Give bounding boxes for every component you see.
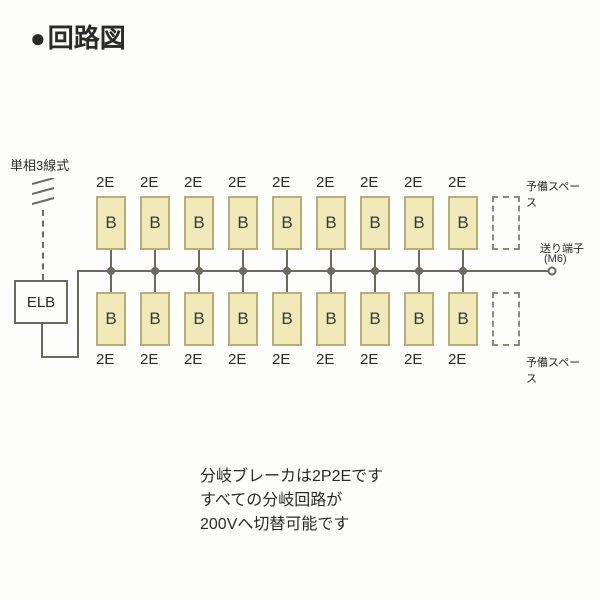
branch-breaker-top: B [448, 196, 478, 250]
col-label-bottom: 2E [96, 351, 128, 368]
stub-bottom [110, 271, 112, 292]
branch-breaker-top: B [96, 196, 126, 250]
col-label-top: 2E [404, 174, 436, 191]
branch-breaker-top: B [404, 196, 434, 250]
col-label-top: 2E [184, 174, 216, 191]
stub-bottom [374, 271, 376, 292]
stub-bottom [242, 271, 244, 292]
branch-breaker-top: B [360, 196, 390, 250]
terminal-label-2: (M6) [544, 253, 567, 265]
elb-down [41, 324, 43, 358]
col-label-top: 2E [228, 174, 260, 191]
col-label-top: 2E [316, 174, 348, 191]
branch-breaker-top: B [228, 196, 258, 250]
branch-breaker-top: B [316, 196, 346, 250]
col-label-bottom: 2E [404, 351, 436, 368]
supply-dash [42, 210, 44, 280]
footnote: 分岐ブレーカは2P2Eです すべての分岐回路が 200Vへ切替可能です [200, 465, 383, 537]
supply-type-label: 単相3線式 [10, 155, 69, 174]
col-label-bottom: 2E [272, 351, 304, 368]
branch-breaker-bottom: B [184, 292, 214, 346]
send-terminal [548, 267, 557, 276]
branch-breaker-top: B [140, 196, 170, 250]
note-line-1: 分岐ブレーカは2P2Eです [200, 465, 383, 489]
col-label-top: 2E [448, 174, 480, 191]
stub-bottom [330, 271, 332, 292]
stub-bottom [198, 271, 200, 292]
branch-breaker-bottom: B [316, 292, 346, 346]
col-label-top: 2E [360, 174, 392, 191]
col-label-bottom: 2E [184, 351, 216, 368]
circuit-diagram: 単相3線式 ELB 2EBB2E2EBB2E2EBB2E2EBB2E2EBB2E… [10, 140, 590, 440]
main-bus [77, 270, 552, 272]
branch-breaker-bottom: B [96, 292, 126, 346]
col-label-top: 2E [272, 174, 304, 191]
elb-bottom [41, 356, 79, 358]
stub-bottom [462, 271, 464, 292]
branch-breaker-bottom: B [404, 292, 434, 346]
col-label-bottom: 2E [140, 351, 172, 368]
branch-breaker-bottom: B [228, 292, 258, 346]
note-line-3: 200Vへ切替可能です [200, 513, 383, 537]
main-elb: ELB [14, 280, 68, 324]
stub-bottom [418, 271, 420, 292]
branch-breaker-top: B [272, 196, 302, 250]
col-label-bottom: 2E [316, 351, 348, 368]
branch-breaker-bottom: B [272, 292, 302, 346]
col-label-bottom: 2E [448, 351, 480, 368]
stub-bottom [286, 271, 288, 292]
branch-breaker-bottom: B [140, 292, 170, 346]
branch-breaker-bottom: B [360, 292, 390, 346]
spare-label-top: 予備スペース [526, 178, 590, 210]
diagram-title: 回路図 [30, 18, 126, 55]
col-label-top: 2E [96, 174, 128, 191]
col-label-bottom: 2E [228, 351, 260, 368]
col-label-top: 2E [140, 174, 172, 191]
col-label-bottom: 2E [360, 351, 392, 368]
note-line-2: すべての分岐回路が [200, 489, 383, 513]
spare-label-bottom: 予備スペース [526, 354, 590, 386]
stub-bottom [154, 271, 156, 292]
branch-breaker-top: B [184, 196, 214, 250]
source-symbol [32, 178, 58, 212]
spare-top [492, 196, 520, 250]
spare-bottom [492, 292, 520, 346]
elb-up [77, 271, 79, 358]
branch-breaker-bottom: B [448, 292, 478, 346]
